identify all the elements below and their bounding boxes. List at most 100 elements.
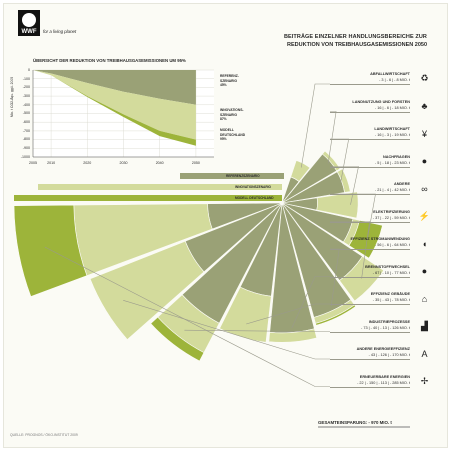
speech-bubble-icon: ●: [421, 156, 428, 166]
panda-icon: [22, 13, 36, 27]
label-ref-l3: 45%: [220, 83, 227, 88]
total-savings: GESAMTEINSPARUNG: - 970 MIO. t: [318, 420, 392, 425]
rose-wedge: [336, 168, 351, 193]
leader-line: [184, 329, 330, 332]
rose-wedge: [89, 278, 128, 341]
rose-wedge: [290, 160, 311, 182]
label-inno-l3: 87%: [220, 117, 227, 122]
category-name: ANDERE: [393, 182, 410, 186]
wheat-icon: ¥: [421, 128, 427, 139]
label-ref-l1: REFERENZ-: [220, 74, 239, 78]
category-values: - 16 | - 3 | - 19 MIO. t: [374, 133, 410, 137]
x-tick-label: 2020: [83, 161, 92, 165]
category-underline: [330, 166, 410, 168]
category-underline: [330, 304, 410, 305]
lightning-icon: ⚡: [418, 210, 431, 221]
category-values: - 56 | - 6 | - 64 MIO. t: [374, 243, 410, 247]
y-tick-label: -100: [22, 76, 30, 81]
category-values: - 37 | - 22 | - 59 MIO. t: [372, 215, 410, 220]
rose-wedge: [150, 316, 205, 362]
y-tick-label: -300: [22, 93, 30, 98]
y-tick-label: -800: [22, 137, 30, 142]
category-underline: [330, 221, 410, 223]
recycle-icon: ♻: [420, 73, 429, 83]
drop-icon: ●: [421, 266, 428, 276]
category-values: - 43 | - 126 | - 170 MIO. t: [368, 353, 410, 357]
category-name: LANDWIRTSCHAFT: [374, 127, 410, 131]
category-name: INDUSTRIEPROZESSE: [368, 319, 410, 324]
y-tick-label: -500: [22, 111, 30, 116]
y-tick-label: -700: [22, 128, 30, 133]
label-model-l3: 95%: [220, 137, 227, 142]
rose-wedge: [219, 286, 272, 343]
factory-icon: ▟: [421, 320, 428, 331]
overview-area-model: [33, 70, 196, 146]
scenario-bar-inno: [38, 184, 282, 190]
label-model-l2: DEUTSCHLAND: [220, 132, 246, 137]
bulb-icon: ◖: [421, 238, 428, 249]
category-values: - 22 | - 150 | - 113 | - 285 MIO. t: [357, 380, 410, 385]
label-model-l1: MODELL: [220, 128, 234, 132]
scenario-bar-model: [14, 195, 282, 201]
y-tick-label: -400: [22, 102, 30, 107]
category-underline: [330, 331, 410, 333]
category-name: ELEKTRIFIZIERUNG: [373, 209, 410, 214]
overview-area-ref: [33, 70, 196, 105]
category-underline: [330, 276, 410, 278]
label-ref: REFERENZ- SZENARIO 45%: [220, 74, 239, 88]
logo-text: WWF: [21, 29, 37, 35]
rose-wedge: [315, 304, 357, 326]
category-values: - 73 | - 40 | - 13 | - 126 MIO. t: [361, 325, 410, 330]
leader-line: [291, 276, 330, 329]
x-tick-label: 2030: [119, 161, 128, 165]
rose-wedge: [348, 219, 383, 259]
category-values: - 3 | - 6 | - 8 MIO. t: [379, 78, 410, 82]
letter-a-icon: A: [421, 348, 428, 359]
label-inno-l2: SZENARIO: [220, 112, 238, 117]
tagline: for a living planet: [43, 29, 77, 34]
overview-area-inno: [33, 70, 196, 140]
leader-line: [123, 300, 330, 360]
page-title-line1: BEITRÄGE EINZELNER HANDLUNGSBEREICHE ZUR: [283, 34, 427, 40]
category-underline: [330, 111, 410, 113]
page-title-line2: REDUKTION VON TREIBHAUSGASEMISSIONEN 205…: [287, 42, 427, 48]
category-name: LANDNUTZUNG UND FORSTEN: [352, 99, 410, 104]
rose-wedge: [13, 204, 88, 297]
x-tick-label: 2050: [191, 161, 200, 165]
tree-icon: ♣: [421, 101, 428, 111]
label-inno: INNOVATIONS- SZENARIO 87%: [220, 108, 244, 122]
category-name: BRENNSTOFFWECHSEL: [365, 264, 410, 269]
x-tick-label: 2005: [29, 161, 37, 165]
category-underline: [330, 139, 410, 140]
category-underline: [330, 249, 410, 250]
category-underline: [330, 386, 410, 388]
category-name: EFFIZIENZ STROMANWENDUNG: [350, 237, 410, 241]
category-name: NACHFRAGEN: [383, 154, 410, 159]
wind-turbine-icon: ✢: [420, 375, 429, 386]
category-name: EFFIZIENZ GEBÄUDE: [370, 292, 410, 296]
x-tick-label: 2010: [47, 161, 56, 165]
category-values: - 35 | - 43 | - 78 MIO. t: [372, 298, 410, 302]
y-tick-label: 0: [28, 67, 30, 72]
scenario-bar-ref: [180, 173, 284, 179]
leader-line: [44, 246, 330, 387]
rose-wedge: [322, 150, 341, 172]
label-inno-l1: INNOVATIONS-: [220, 108, 244, 112]
label-ref-l2: SZENARIO: [220, 78, 238, 83]
category-values: - 16 | - 6 | - 18 MIO. t: [374, 105, 410, 110]
rose-wedge: [339, 255, 385, 302]
overview-title: ÜBERSICHT DER REDUKTION VON TREIBHAUSGAS…: [33, 58, 186, 63]
category-underline: [330, 194, 410, 195]
category-underline: [330, 84, 410, 85]
category-values: - 5 | - 18 | - 23 MIO. t: [374, 160, 410, 165]
leader-line: [246, 303, 330, 325]
label-model: MODELL DEUTSCHLAND 95%: [220, 128, 245, 142]
y-tick-label: -200: [22, 85, 30, 90]
category-underline: [330, 359, 410, 360]
bar-label-model: MODELL DEUTSCHLAND: [235, 196, 274, 200]
category-name: ERNEUERBARE ENERGIEN: [359, 374, 410, 379]
y-tick-label: -900: [22, 146, 30, 151]
rose-wedge: [268, 328, 318, 343]
leader-line: [327, 111, 337, 164]
